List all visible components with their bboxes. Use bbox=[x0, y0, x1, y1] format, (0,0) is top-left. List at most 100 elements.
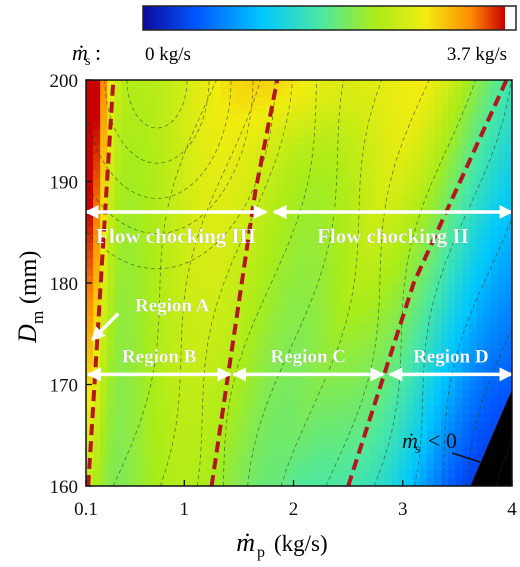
heatmap-cell bbox=[497, 226, 506, 235]
heatmap-cell bbox=[135, 380, 144, 390]
heatmap-cell bbox=[263, 96, 272, 105]
heatmap-cell bbox=[93, 80, 101, 89]
heatmap-cell bbox=[206, 169, 215, 179]
heatmap-cell bbox=[483, 96, 492, 105]
heatmap-cell bbox=[362, 112, 371, 122]
heatmap-cell bbox=[93, 477, 101, 486]
heatmap-cell bbox=[299, 136, 307, 146]
heatmap-cell bbox=[128, 144, 137, 154]
heatmap-cell bbox=[419, 331, 428, 341]
heatmap-cell bbox=[455, 120, 463, 130]
heatmap-cell bbox=[455, 283, 463, 292]
heatmap-cell bbox=[206, 258, 215, 268]
heatmap-cell bbox=[284, 177, 293, 187]
heatmap-cell bbox=[455, 339, 463, 349]
heatmap-cell bbox=[107, 242, 115, 252]
heatmap-cell bbox=[157, 356, 165, 365]
heatmap-cell bbox=[412, 144, 421, 154]
heatmap-cell bbox=[320, 396, 328, 406]
heatmap-cell bbox=[455, 169, 463, 179]
heatmap-cell bbox=[114, 128, 123, 138]
heatmap-cell bbox=[362, 364, 371, 373]
heatmap-cell bbox=[228, 396, 236, 406]
heatmap-cell bbox=[377, 112, 385, 122]
heatmap-cell bbox=[100, 331, 108, 341]
heatmap-cell bbox=[185, 299, 194, 308]
heatmap-cell bbox=[291, 201, 300, 211]
heatmap-cell bbox=[270, 242, 279, 252]
heatmap-cell bbox=[377, 88, 385, 97]
heatmap-cell bbox=[192, 128, 201, 138]
heatmap-cell bbox=[206, 283, 215, 292]
heatmap-cell bbox=[370, 88, 378, 97]
heatmap-cell bbox=[121, 242, 130, 252]
heatmap-cell bbox=[327, 388, 336, 398]
heatmap-cell bbox=[249, 437, 257, 446]
heatmap-cell bbox=[263, 412, 272, 422]
heatmap-cell bbox=[341, 445, 350, 455]
heatmap-cell bbox=[419, 347, 428, 357]
heatmap-cell bbox=[348, 250, 357, 260]
heatmap-cell bbox=[291, 437, 300, 446]
heatmap-cell bbox=[320, 226, 328, 235]
heatmap-cell bbox=[157, 429, 165, 438]
heatmap-cell bbox=[419, 404, 428, 414]
heatmap-cell bbox=[114, 144, 123, 154]
heatmap-cell bbox=[320, 421, 328, 430]
heatmap-cell bbox=[291, 153, 300, 162]
x-axis-label: ṁ p (kg/s) bbox=[236, 528, 327, 561]
heatmap-cell bbox=[391, 274, 399, 284]
heatmap-cell bbox=[341, 144, 350, 154]
heatmap-cell bbox=[128, 258, 137, 268]
heatmap-cell bbox=[284, 274, 293, 284]
heatmap-cell bbox=[441, 396, 449, 406]
heatmap-cell bbox=[504, 234, 512, 243]
heatmap-cell bbox=[149, 128, 158, 138]
heatmap-cell bbox=[483, 380, 492, 390]
heatmap-cell bbox=[476, 250, 485, 260]
heatmap-cell bbox=[213, 339, 222, 349]
heatmap-cell bbox=[235, 185, 243, 195]
heatmap-cell bbox=[157, 218, 165, 227]
heatmap-cell bbox=[270, 177, 279, 187]
heatmap-cell bbox=[114, 461, 123, 471]
heatmap-cell bbox=[412, 96, 421, 105]
heatmap-cell bbox=[412, 169, 421, 179]
heatmap-cell bbox=[348, 153, 357, 162]
heatmap-cell bbox=[135, 153, 144, 162]
heatmap-cell bbox=[128, 96, 137, 105]
heatmap-cell bbox=[412, 429, 421, 438]
heatmap-cell bbox=[192, 250, 201, 260]
heatmap-cell bbox=[164, 429, 172, 438]
heatmap-cell bbox=[220, 315, 229, 325]
heatmap-cell bbox=[235, 347, 243, 357]
heatmap-cell bbox=[164, 266, 172, 276]
heatmap-cell bbox=[398, 177, 407, 187]
heatmap-cell bbox=[114, 283, 123, 292]
heatmap-cell bbox=[341, 128, 350, 138]
heatmap-cell bbox=[100, 404, 108, 414]
heatmap-cell bbox=[490, 88, 499, 97]
colorbar-separator: : bbox=[95, 40, 101, 65]
heatmap-cell bbox=[199, 177, 208, 187]
heatmap-cell bbox=[291, 429, 300, 438]
heatmap-cell bbox=[220, 258, 229, 268]
heatmap-cell bbox=[448, 445, 456, 455]
heatmap-cell bbox=[185, 380, 194, 390]
heatmap-cell bbox=[291, 88, 300, 97]
heatmap-cell bbox=[128, 161, 137, 170]
heatmap-cell bbox=[313, 339, 321, 349]
contour-line bbox=[86, 80, 276, 270]
heatmap-cell bbox=[206, 404, 215, 414]
heatmap-cell bbox=[242, 283, 250, 292]
heatmap-cell bbox=[334, 347, 343, 357]
heatmap-cell bbox=[235, 445, 243, 455]
heatmap-cell bbox=[270, 339, 279, 349]
heatmap-cell bbox=[149, 201, 158, 211]
heatmap-cell bbox=[135, 201, 144, 211]
heatmap-cell bbox=[213, 404, 222, 414]
heatmap-cell bbox=[135, 96, 144, 105]
heatmap-cell bbox=[242, 218, 250, 227]
heatmap-cell bbox=[384, 144, 392, 154]
heatmap-cell bbox=[249, 404, 257, 414]
